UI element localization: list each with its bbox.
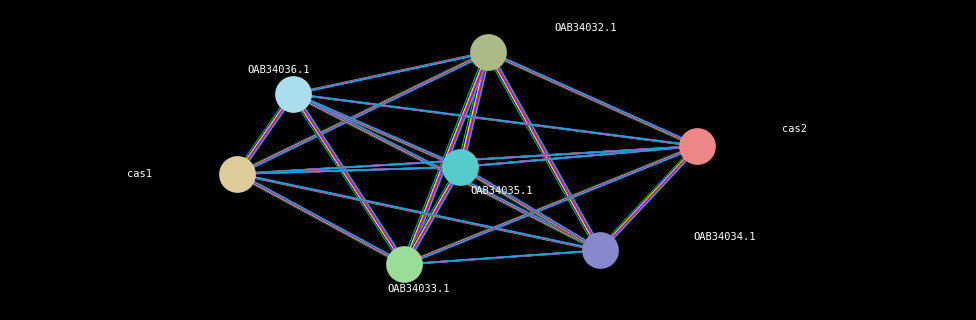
Point	[689, 144, 705, 149]
Point	[480, 50, 496, 55]
Text: cas1: cas1	[127, 169, 152, 179]
Point	[285, 91, 301, 96]
Text: OAB34034.1: OAB34034.1	[694, 232, 756, 242]
Point	[396, 262, 412, 267]
Text: OAB34032.1: OAB34032.1	[554, 23, 617, 33]
Text: OAB34033.1: OAB34033.1	[387, 284, 450, 294]
Point	[591, 248, 607, 253]
Text: cas2: cas2	[782, 124, 807, 134]
Text: OAB34035.1: OAB34035.1	[470, 186, 533, 196]
Text: OAB34036.1: OAB34036.1	[248, 65, 310, 75]
Point	[229, 171, 245, 176]
Point	[452, 164, 468, 170]
